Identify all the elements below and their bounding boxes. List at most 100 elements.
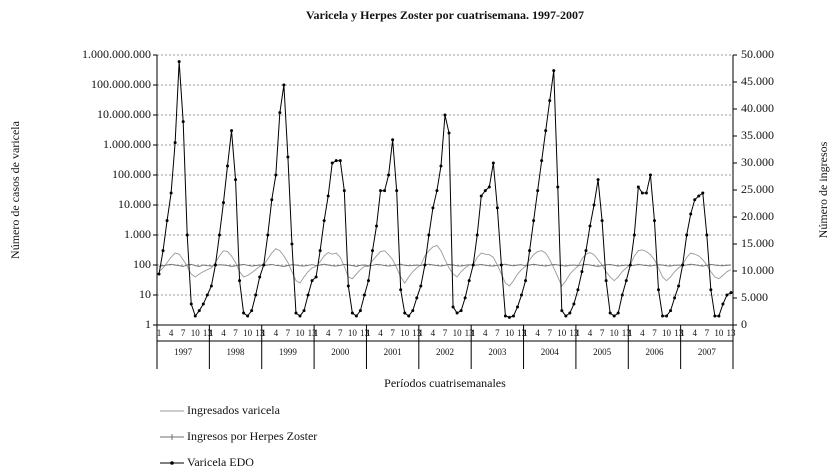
point [544, 129, 548, 133]
y2-tick-label: 15.000 [741, 236, 774, 250]
point [290, 242, 294, 246]
x-tick-label: 13 [517, 328, 527, 338]
point [322, 219, 326, 223]
x-tick-label: 7 [652, 328, 657, 338]
point [705, 233, 709, 237]
x-tick-label: 13 [203, 328, 213, 338]
point [387, 173, 391, 177]
y-tick-label: 1.000.000.000 [82, 47, 151, 61]
point [258, 275, 262, 279]
y-axis-title: Número de casos de varicela [8, 120, 22, 259]
point [616, 311, 620, 315]
point [693, 198, 697, 202]
point [173, 141, 177, 145]
point [556, 185, 560, 189]
point [266, 233, 270, 237]
y-tick-label: 1 [145, 317, 151, 331]
x-tick-label: 7 [547, 328, 552, 338]
point [717, 314, 721, 318]
point [209, 284, 213, 288]
point [165, 219, 169, 223]
x-tick-label: 1 [471, 328, 476, 338]
x-tick-label: 7 [443, 328, 448, 338]
x-tick-label: 1 [314, 328, 319, 338]
x-tick-label: 7 [705, 328, 710, 338]
point [689, 212, 693, 216]
x-tick-label: 10 [400, 328, 410, 338]
y-tick-label: 10.000 [118, 197, 151, 211]
point [169, 191, 173, 195]
x-tick-label: 4 [169, 328, 174, 338]
point [479, 194, 483, 198]
point [362, 293, 366, 297]
y2-tick-label: 40.000 [741, 101, 774, 115]
legend-label: Ingresados varicela [187, 403, 281, 417]
point [205, 293, 209, 297]
x-tick-label: 10 [662, 328, 672, 338]
y2-tick-label: 45.000 [741, 74, 774, 88]
point [370, 249, 374, 253]
x-tick-label: 10 [243, 328, 253, 338]
x-tick-label: 10 [557, 328, 567, 338]
x-tick-label: 4 [692, 328, 697, 338]
point [592, 203, 596, 207]
point [310, 279, 314, 283]
point [624, 279, 628, 283]
point [673, 296, 677, 300]
point [560, 309, 564, 313]
year-label: 2006 [645, 347, 664, 357]
point [536, 189, 540, 193]
x-tick-label: 13 [360, 328, 370, 338]
point [161, 249, 165, 253]
point [234, 178, 238, 182]
point [447, 131, 451, 135]
point [395, 189, 399, 193]
point [644, 191, 648, 195]
x-tick-label: 4 [326, 328, 331, 338]
x-tick-label: 7 [286, 328, 291, 338]
y-tick-label: 100.000.000 [91, 77, 151, 91]
point [282, 83, 286, 87]
x-tick-label: 4 [535, 328, 540, 338]
x-tick-label: 13 [622, 328, 632, 338]
x-tick-label: 7 [495, 328, 500, 338]
point [584, 249, 588, 253]
point [375, 224, 379, 228]
y2-tick-label: 25.000 [741, 182, 774, 196]
point [580, 270, 584, 274]
point [725, 293, 729, 297]
x-tick-label: 7 [181, 328, 186, 338]
point [681, 263, 685, 267]
point [713, 314, 717, 318]
point [467, 279, 471, 283]
point [383, 189, 387, 193]
year-label: 2005 [593, 347, 612, 357]
y2-tick-label: 35.000 [741, 128, 774, 142]
point [379, 189, 383, 193]
x-tick-label: 10 [348, 328, 358, 338]
x-tick-label: 7 [338, 328, 343, 338]
point [431, 206, 435, 210]
x-tick-label: 7 [390, 328, 395, 338]
point [435, 189, 439, 193]
point [354, 314, 358, 318]
point [459, 309, 463, 313]
point [568, 311, 572, 315]
point [463, 296, 467, 300]
x-tick-label: 4 [221, 328, 226, 338]
point [596, 178, 600, 182]
x-tick-label: 4 [483, 328, 488, 338]
point [350, 311, 354, 315]
legend-label: Ingresos por Herpes Zoster [187, 429, 317, 443]
y-tick-label: 100 [133, 257, 151, 271]
point [246, 314, 250, 318]
x-tick-label: 4 [588, 328, 593, 338]
point [423, 263, 427, 267]
point [225, 164, 229, 168]
point [242, 311, 246, 315]
point [338, 159, 342, 163]
point [640, 191, 644, 195]
point [540, 159, 544, 163]
point [648, 173, 652, 177]
point [455, 311, 459, 315]
